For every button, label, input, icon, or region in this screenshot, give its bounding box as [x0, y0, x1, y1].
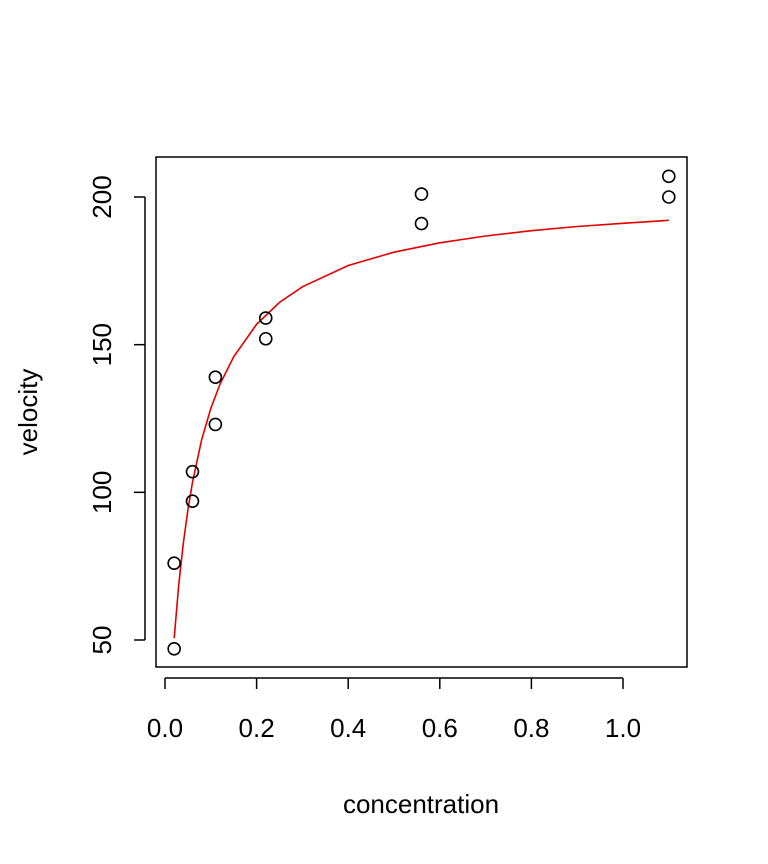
data-point [661, 169, 676, 184]
data-point [208, 370, 223, 384]
y-axis: 50 100 150 200 [87, 175, 146, 655]
x-tick-label: 0.4 [330, 713, 366, 743]
x-tick-label: 0.6 [422, 713, 458, 743]
data-points-layer [167, 169, 676, 656]
data-point [661, 190, 676, 204]
y-tick-label: 50 [87, 626, 117, 655]
data-point [185, 464, 200, 479]
data-point [167, 642, 181, 656]
x-tick-label: 1.0 [605, 713, 641, 743]
data-point [414, 187, 429, 201]
data-point [167, 556, 181, 571]
x-tick-label: 0.0 [147, 713, 183, 743]
y-tick-label: 150 [87, 323, 117, 366]
plot-frame [155, 156, 688, 668]
data-point [414, 216, 429, 231]
y-tick-label: 100 [87, 471, 117, 514]
x-axis-label: concentration [343, 789, 499, 819]
y-tick-label: 200 [87, 175, 117, 218]
x-tick-label: 0.8 [513, 713, 549, 743]
data-point [185, 494, 200, 508]
x-axis: 0.0 0.2 0.4 0.6 0.8 1.0 [147, 677, 641, 743]
data-point [258, 331, 273, 346]
x-tick-label: 0.2 [239, 713, 275, 743]
data-point [258, 311, 273, 325]
data-point [208, 417, 223, 432]
y-axis-label: velocity [13, 369, 43, 456]
